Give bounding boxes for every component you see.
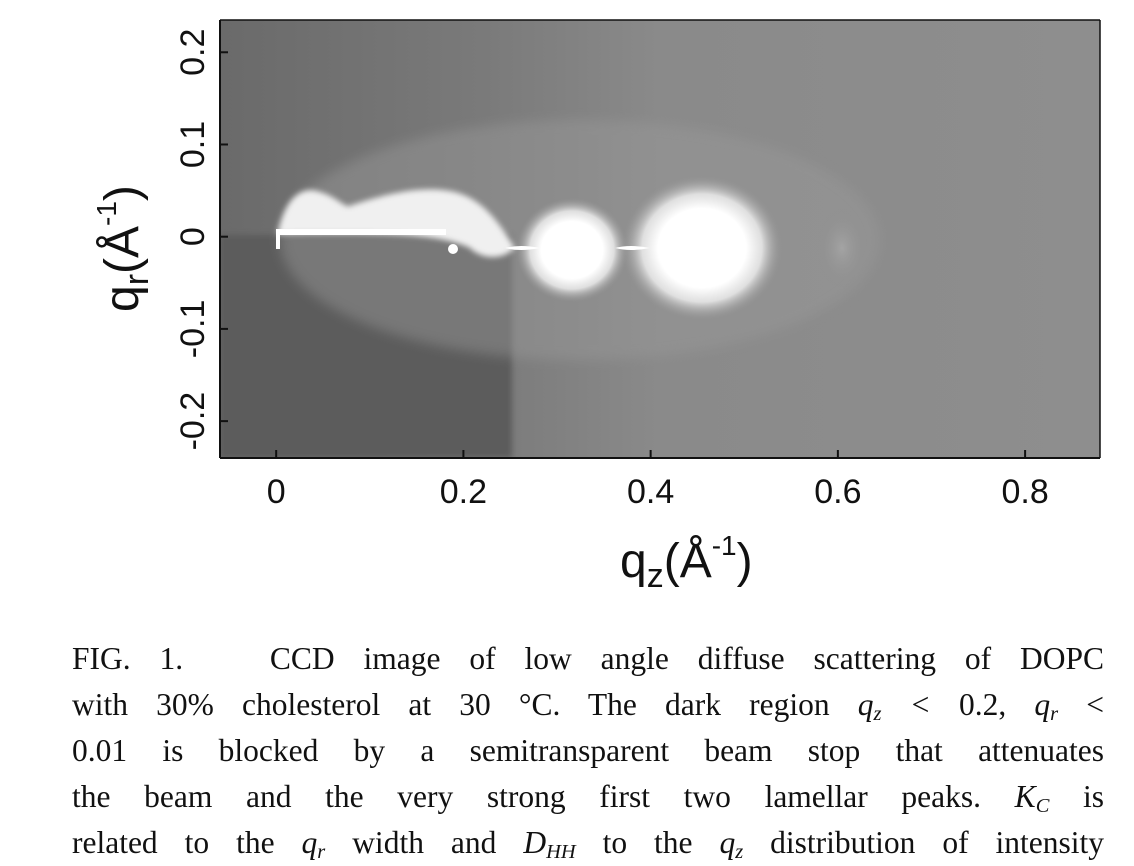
lamellar-peak-3 — [516, 198, 628, 302]
ccd-plot: 0 0.2 0.4 0.6 0.8 -0.2 -0.1 0 0.1 0.2 qz(Å-1) qr… — [91, 19, 1101, 595]
y-tick-label: 0 — [174, 227, 212, 246]
y-axis-title: qr(Å-1) — [91, 185, 156, 312]
y-tick-label: 0.2 — [174, 29, 212, 76]
x-ticks: 0 0.2 0.4 0.6 0.8 — [267, 450, 1049, 511]
y-tick-label: 0.1 — [174, 121, 212, 168]
cond-qz: qz < — [857, 687, 959, 726]
lamellar-peak-4 — [622, 176, 782, 320]
figure-caption: FIG. 1. CCD image of low angle diffuse s… — [72, 636, 1104, 866]
caption-line-1: FIG. 1. CCD image of low angle diffuse s… — [72, 641, 1104, 676]
x-tick-label: 0.6 — [814, 473, 861, 511]
ccd-figure: 0 0.2 0.4 0.6 0.8 -0.2 -0.1 0 0.1 0.2 qz(Å-1) qr… — [91, 19, 1101, 595]
x-tick-label: 0.2 — [440, 473, 487, 511]
caption-line-3: 0.01 is blocked by a semitransparent bea… — [72, 733, 1105, 768]
low-q-scatter — [278, 189, 515, 258]
caption-line-2: with 30% cholesterol at 30 °C. The dark … — [72, 687, 1104, 726]
caption-line-4: the beam and the very strong first two l… — [72, 779, 1105, 818]
y-tick-label: -0.1 — [174, 300, 212, 359]
x-axis-title: qz(Å-1) — [620, 530, 753, 595]
x-tick-label: 0.4 — [627, 473, 674, 511]
figure-label: FIG. 1. — [72, 641, 184, 676]
beam-spot — [448, 244, 458, 254]
x-tick-label: 0 — [267, 473, 286, 511]
x-tick-label: 0.8 — [1001, 473, 1048, 511]
y-ticks: -0.2 -0.1 0 0.1 0.2 — [174, 29, 228, 451]
ccd-image — [220, 20, 1100, 458]
y-tick-label: -0.2 — [174, 392, 212, 451]
caption-line-5: related to the qr width and DHH to the q… — [72, 825, 1105, 864]
lamellar-peak-5 — [816, 208, 868, 288]
